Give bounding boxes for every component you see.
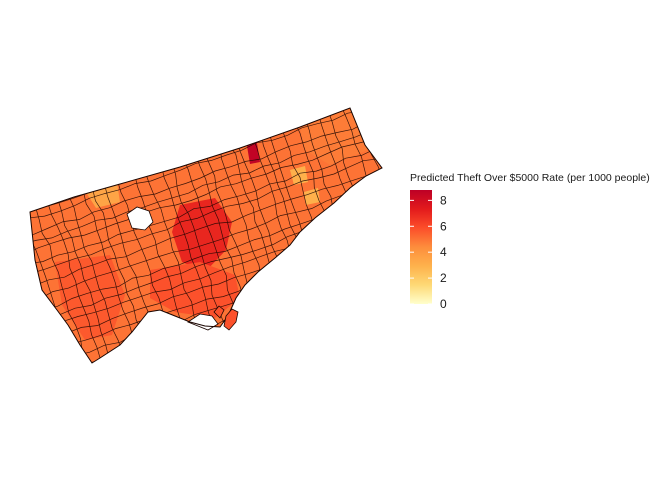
legend-tick-label: 8 bbox=[440, 193, 447, 207]
grid-line-horizontal bbox=[30, 178, 382, 312]
legend-tick-label: 6 bbox=[440, 219, 447, 233]
legend-colorbar: 0 2 4 6 8 bbox=[410, 190, 447, 311]
grid-line-horizontal bbox=[30, 143, 382, 282]
grid-line-horizontal bbox=[30, 151, 382, 288]
map-hole-northwest bbox=[126, 206, 154, 231]
region-southwest bbox=[55, 255, 125, 340]
grid-line-vertical bbox=[30, 157, 94, 363]
grid-line-horizontal bbox=[30, 163, 382, 302]
legend: Predicted Theft Over $5000 Rate (per 100… bbox=[410, 172, 670, 322]
region-scarborough-north bbox=[300, 108, 368, 165]
grid-line-horizontal bbox=[30, 134, 382, 269]
island-west bbox=[213, 305, 225, 319]
legend-tick-label: 4 bbox=[440, 245, 447, 259]
grid-line-horizontal bbox=[30, 108, 379, 241]
grid-line-horizontal bbox=[30, 125, 382, 261]
legend-colorbar-rect bbox=[410, 190, 432, 304]
grid-line-horizontal bbox=[30, 115, 382, 255]
legend-tick-label: 0 bbox=[440, 297, 447, 311]
city-boundary-outline bbox=[29, 107, 383, 364]
legend-tick-label: 2 bbox=[440, 271, 447, 285]
legend-title: Predicted Theft Over $5000 Rate (per 100… bbox=[410, 172, 650, 184]
island-east bbox=[223, 308, 239, 331]
